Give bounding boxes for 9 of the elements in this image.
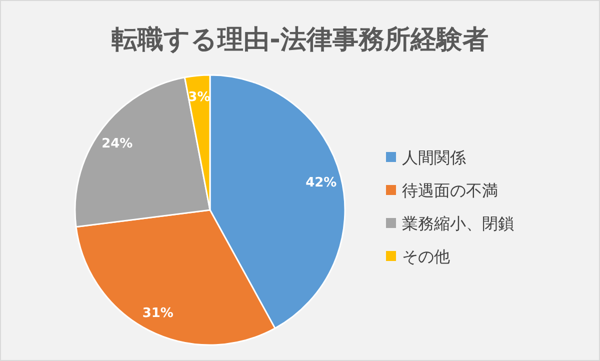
legend-label: 待遇面の不満 xyxy=(402,181,498,200)
chart-title: 転職する理由-法律事務所経験者 xyxy=(112,25,488,55)
data-label: 24% xyxy=(102,136,133,152)
legend-label: 人間関係 xyxy=(402,148,466,167)
data-label: 42% xyxy=(306,175,337,190)
legend-label: その他 xyxy=(402,247,450,266)
legend-label: 業務縮小、閉鎖 xyxy=(402,214,514,233)
data-label: 31% xyxy=(142,306,174,322)
data-label: 3% xyxy=(188,90,210,105)
